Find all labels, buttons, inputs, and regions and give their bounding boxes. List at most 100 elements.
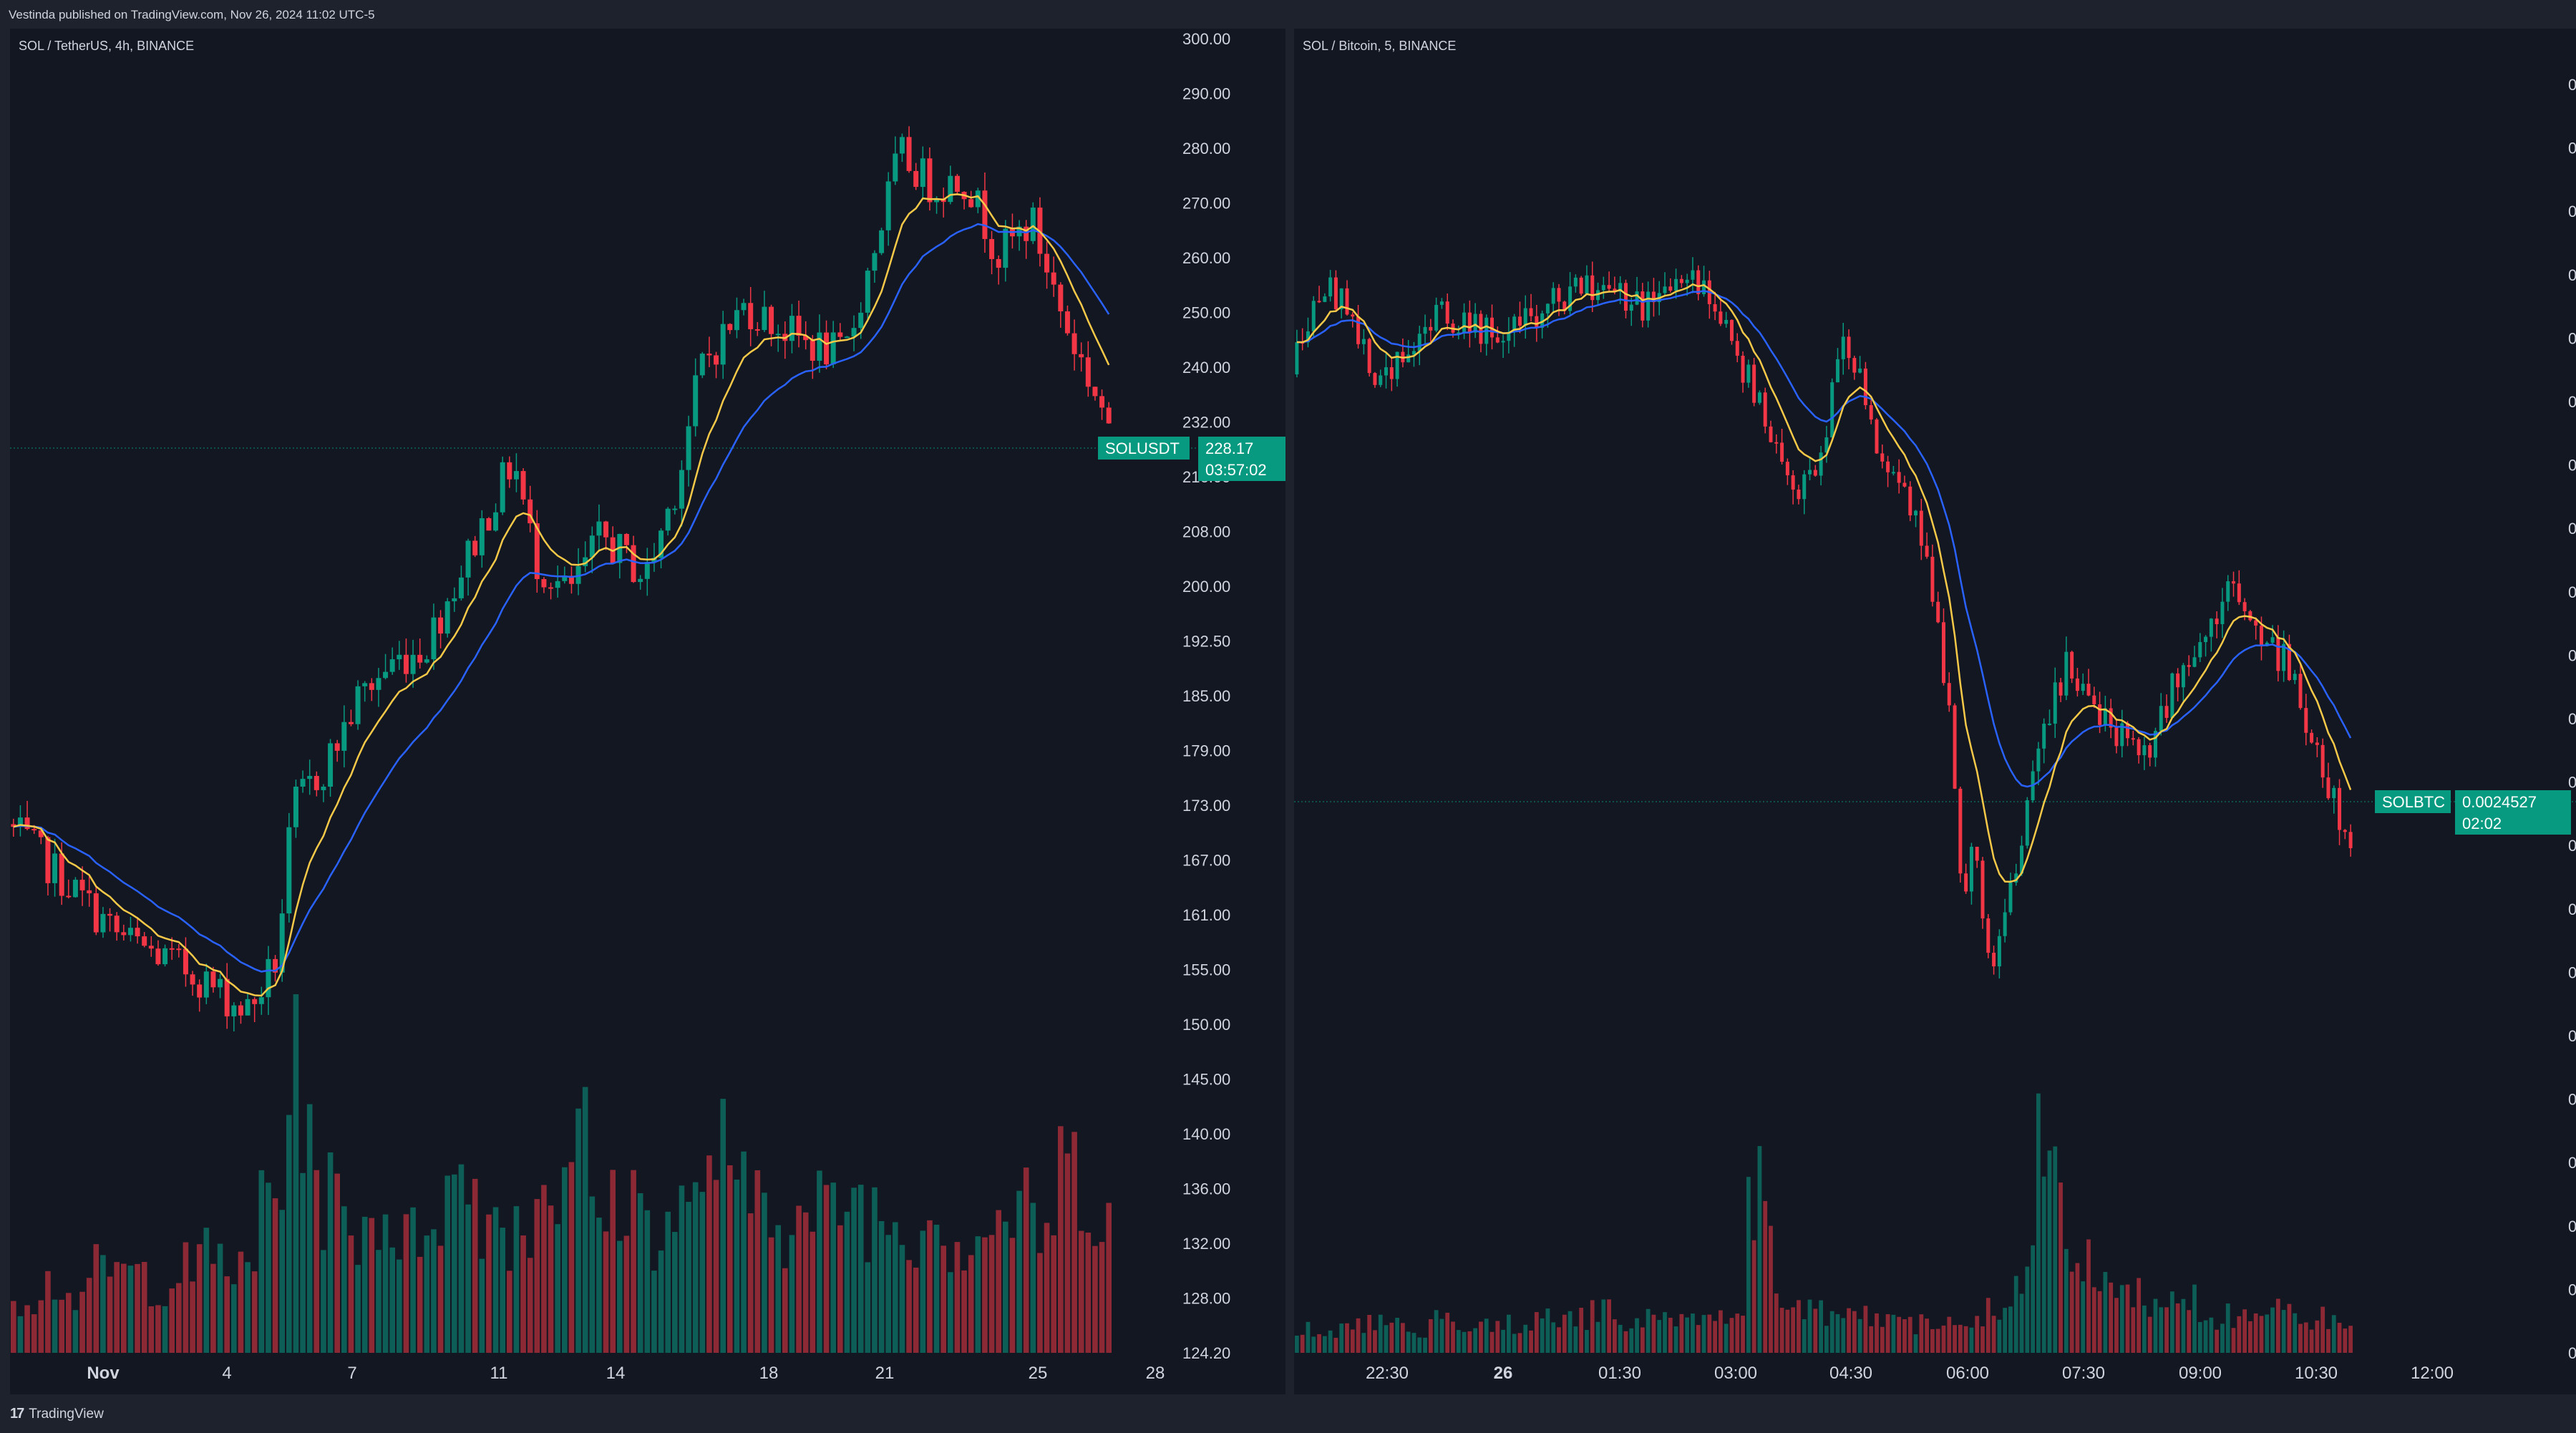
candle-body xyxy=(1668,286,1673,291)
volume-bar xyxy=(1696,1325,1701,1353)
candle-body xyxy=(1406,354,1411,363)
candle-body xyxy=(2131,738,2135,740)
candle-body xyxy=(1802,474,1807,500)
x-tick-label: 21 xyxy=(875,1364,895,1383)
candle-body xyxy=(1858,368,1862,373)
chart-legend-solbtc: SOL / Bitcoin, 5, BINANCE xyxy=(1303,39,1457,53)
candle-body xyxy=(100,913,106,933)
volume-bar xyxy=(2187,1310,2192,1353)
volume-bar xyxy=(1551,1322,1556,1353)
candle-body xyxy=(1507,331,1511,341)
candle-body xyxy=(2220,601,2225,624)
candle-body xyxy=(2042,724,2046,749)
volume-bar xyxy=(1930,1328,1935,1353)
volume-bar xyxy=(941,1245,946,1353)
volume-bar xyxy=(2169,1291,2174,1353)
volume-bar xyxy=(1434,1310,1439,1353)
candle-body xyxy=(954,175,960,192)
volume-bar xyxy=(1484,1318,1489,1353)
volume-bar xyxy=(79,1291,85,1353)
volume-bar xyxy=(1523,1324,1528,1353)
x-tick-label: 09:00 xyxy=(2179,1364,2222,1383)
candle-body xyxy=(1797,489,1801,500)
volume-bar xyxy=(1719,1310,1723,1353)
candle-body xyxy=(748,303,754,329)
volume-bar xyxy=(238,1251,244,1353)
moving-average-fast xyxy=(1296,283,2352,883)
candle-body xyxy=(1345,288,1349,315)
volume-bar xyxy=(865,1262,871,1353)
x-tick-label: 22:30 xyxy=(1366,1364,1409,1383)
candle-body xyxy=(2304,708,2308,733)
volume-bar xyxy=(1913,1334,1918,1353)
candle-body xyxy=(2059,682,2063,696)
volume-bar xyxy=(2197,1321,2202,1353)
candle-body xyxy=(369,683,374,690)
volume-bar xyxy=(2242,1309,2247,1353)
candle-body xyxy=(817,332,822,361)
volume-bar xyxy=(2209,1317,2214,1353)
candle-body xyxy=(1813,470,1817,476)
candle-body xyxy=(1429,326,1433,331)
volume-bar xyxy=(747,1213,754,1353)
volume-bar xyxy=(1590,1300,1595,1353)
candle-body xyxy=(1729,319,1734,341)
candle-body xyxy=(2109,708,2113,728)
x-tick-label: 06:00 xyxy=(1946,1364,1989,1383)
candle-body xyxy=(1568,286,1573,311)
volume-bar xyxy=(2103,1271,2108,1353)
chart-solusdt[interactable]: 300.00 290.00 280.00 270.00 260.00 250.00 240.… xyxy=(10,29,1285,1394)
volume-bar xyxy=(885,1235,891,1353)
volume-bar xyxy=(2142,1305,2147,1353)
candle-body xyxy=(2014,873,2018,883)
volume-bar xyxy=(734,1179,740,1353)
chart-panel-solbtc[interactable]: 0.0025500 0.0025400 0.0025300 0.0025200 0.00… xyxy=(1294,29,2576,1394)
candle-body xyxy=(2198,642,2202,658)
volume-bar xyxy=(603,1231,609,1353)
candle-body xyxy=(1379,375,1383,385)
volume-bar xyxy=(2059,1182,2063,1353)
y-tick-label: 128.00 xyxy=(1182,1290,1230,1308)
volume-bar xyxy=(196,1244,203,1353)
volume-bar xyxy=(631,1170,636,1353)
volume-bar xyxy=(1579,1308,1584,1353)
candle-body xyxy=(24,817,30,830)
volume-bar xyxy=(1573,1326,1578,1353)
candle-body xyxy=(203,971,209,998)
candle-body xyxy=(424,659,429,663)
candle-body xyxy=(623,533,629,545)
volume-bar xyxy=(1078,1230,1084,1353)
candle-body xyxy=(789,316,794,341)
brand[interactable]: 17 TradingView xyxy=(10,1406,104,1422)
candle-body xyxy=(2237,583,2241,603)
volume-bar xyxy=(410,1207,416,1353)
volume-bar xyxy=(623,1235,630,1353)
volume-bar xyxy=(1306,1321,1311,1353)
volume-bar xyxy=(2303,1322,2308,1353)
x-tick-label: 14 xyxy=(606,1364,626,1383)
candle-body xyxy=(1919,510,1923,546)
chart-solbtc[interactable]: 0.0025500 0.0025400 0.0025300 0.0025200 0.00… xyxy=(1294,29,2576,1394)
candle-body xyxy=(513,471,519,480)
candle-body xyxy=(1085,357,1091,387)
candle-body xyxy=(2338,787,2342,830)
candle-body xyxy=(1651,291,1656,303)
x-tick-label: 01:30 xyxy=(1598,1364,1641,1383)
candle-body xyxy=(245,999,251,1016)
chart-panel-solusdt[interactable]: 300.00 290.00 280.00 270.00 260.00 250.00 240.… xyxy=(10,29,1285,1394)
volume-bar xyxy=(155,1305,161,1353)
candle-body xyxy=(197,984,203,998)
volume-bar xyxy=(775,1225,781,1353)
volume-bar xyxy=(562,1167,568,1353)
y-tick-label: 136.00 xyxy=(1182,1180,1230,1198)
candle-body xyxy=(1875,419,1879,454)
candle-body xyxy=(1958,788,1963,874)
candle-body xyxy=(1980,860,1985,919)
candle-body xyxy=(2153,731,2157,758)
candle-body xyxy=(1551,288,1555,304)
price-label-group: SOLBTC 0.0024527 02:02 xyxy=(2375,790,2571,835)
volume-bar xyxy=(1902,1319,1907,1353)
volume-bar xyxy=(2225,1303,2230,1353)
candle-body xyxy=(1735,341,1739,356)
candle-body xyxy=(2120,723,2124,747)
